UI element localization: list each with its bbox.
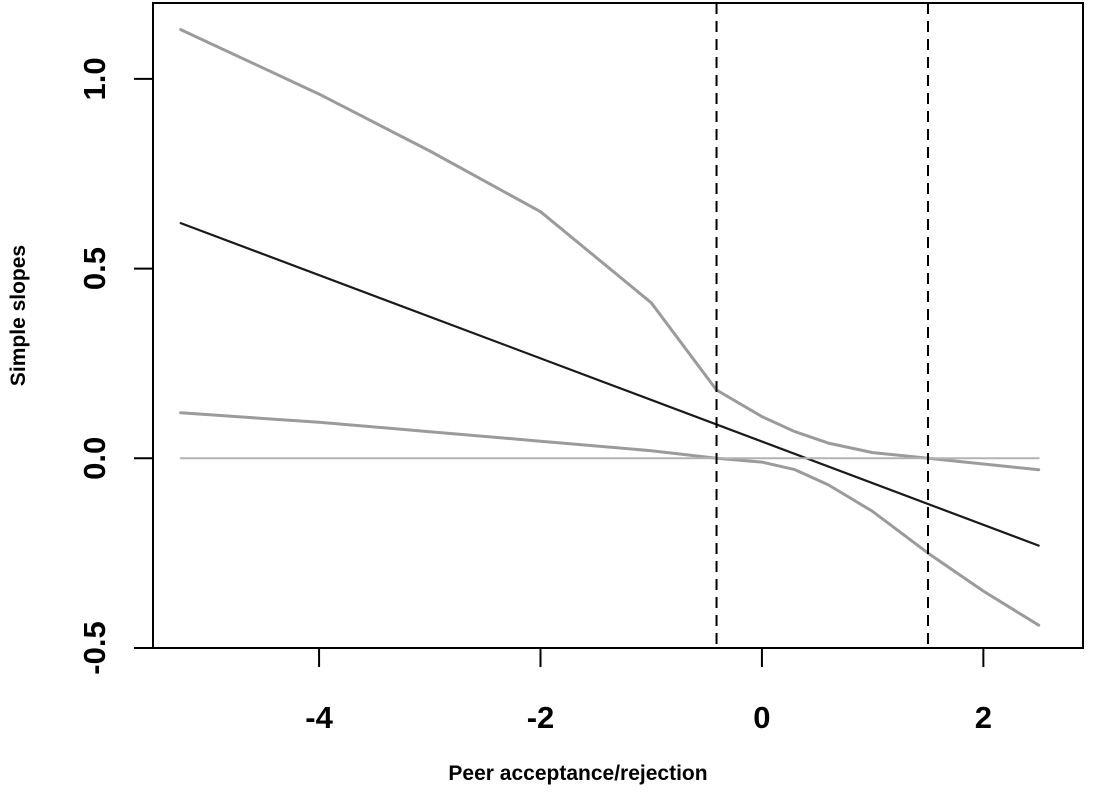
x-axis-title: Peer acceptance/rejection: [448, 762, 707, 785]
y-tick-label: 0.5: [77, 247, 112, 290]
y-axis-title: Simple slopes: [7, 245, 30, 386]
x-tick-label: -4: [305, 700, 333, 735]
x-tick-label: 2: [975, 700, 992, 735]
y-tick-label: -0.5: [77, 621, 112, 674]
vline-layer: [715, 3, 929, 648]
plot-frame: [152, 2, 1084, 649]
x-axis: -4 -2 0 2: [305, 648, 992, 735]
series-line-simple-slope: [179, 222, 1040, 547]
series-line-upper-confidence-band: [179, 28, 1041, 472]
y-tick-label: 1.0: [77, 57, 112, 100]
x-tick-label: -2: [527, 700, 555, 735]
series-line-lower-confidence-band: [179, 411, 1041, 627]
y-axis: -0.5 0.0 0.5 1.0: [77, 57, 153, 675]
y-tick-label: 0.0: [77, 437, 112, 480]
series-layer: [179, 28, 1041, 627]
x-tick-label: 0: [753, 700, 770, 735]
